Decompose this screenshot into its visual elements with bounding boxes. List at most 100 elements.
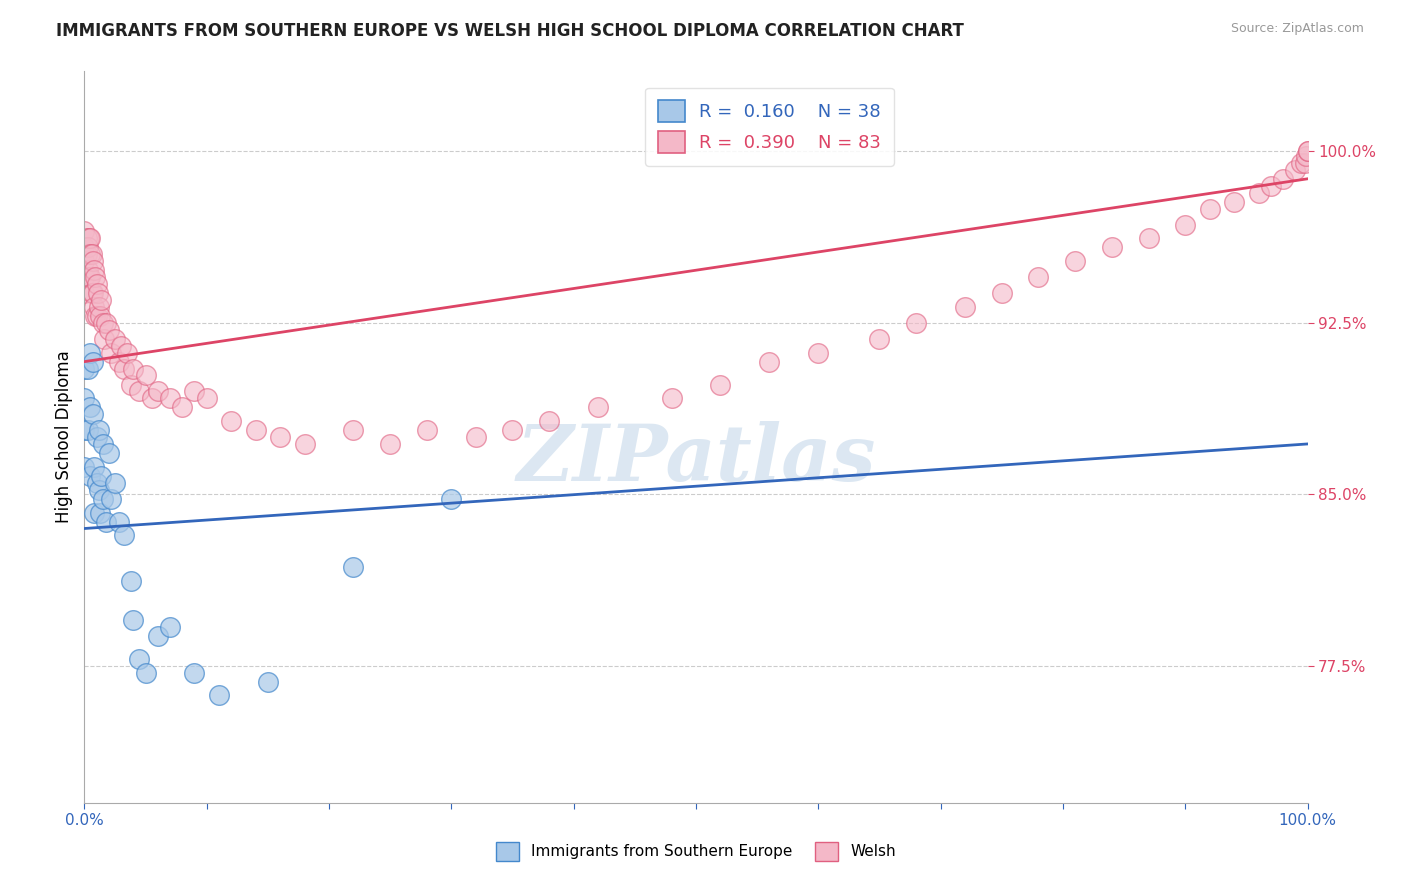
Point — [77, 270, 100, 285]
Point — [183, 665, 205, 680]
Text: ZIPatlas: ZIPatlas — [516, 421, 876, 497]
Point — [953, 300, 976, 314]
Point — [96, 515, 118, 529]
Point — [1296, 145, 1319, 159]
Point — [141, 391, 163, 405]
Point — [128, 384, 150, 399]
Point — [128, 652, 150, 666]
Point — [86, 475, 108, 490]
Point — [86, 309, 108, 323]
Point — [82, 286, 104, 301]
Legend: Immigrants from Southern Europe, Welsh: Immigrants from Southern Europe, Welsh — [488, 834, 904, 868]
Point — [1247, 186, 1270, 200]
Point — [107, 515, 129, 529]
Point — [91, 316, 114, 330]
Point — [269, 430, 291, 444]
Point — [73, 240, 96, 254]
Point — [82, 254, 104, 268]
Point — [146, 629, 169, 643]
Point — [661, 391, 683, 405]
Point — [257, 674, 280, 689]
Point — [97, 323, 120, 337]
Text: IMMIGRANTS FROM SOUTHERN EUROPE VS WELSH HIGH SCHOOL DIPLOMA CORRELATION CHART: IMMIGRANTS FROM SOUTHERN EUROPE VS WELSH… — [56, 22, 965, 40]
Point — [86, 430, 108, 444]
Point — [82, 354, 104, 368]
Point — [342, 423, 364, 437]
Point — [97, 446, 120, 460]
Point — [79, 270, 101, 285]
Point — [73, 224, 96, 238]
Point — [1198, 202, 1220, 216]
Point — [135, 665, 157, 680]
Point — [91, 491, 114, 506]
Point — [502, 423, 524, 437]
Point — [77, 361, 100, 376]
Point — [76, 247, 98, 261]
Point — [538, 414, 561, 428]
Point — [1137, 231, 1160, 245]
Point — [91, 437, 114, 451]
Point — [1223, 194, 1246, 209]
Point — [77, 423, 100, 437]
Point — [90, 293, 112, 307]
Point — [120, 377, 142, 392]
Point — [758, 354, 780, 368]
Point — [1028, 270, 1050, 285]
Point — [1294, 155, 1316, 169]
Point — [73, 254, 96, 268]
Point — [1295, 149, 1317, 163]
Point — [112, 361, 135, 376]
Point — [79, 247, 101, 261]
Point — [1260, 178, 1282, 193]
Point — [122, 613, 145, 627]
Point — [73, 270, 96, 285]
Point — [73, 423, 96, 437]
Text: Source: ZipAtlas.com: Source: ZipAtlas.com — [1230, 22, 1364, 36]
Point — [87, 286, 110, 301]
Point — [110, 338, 132, 352]
Point — [79, 345, 101, 359]
Point — [112, 528, 135, 542]
Point — [104, 332, 127, 346]
Point — [1064, 254, 1087, 268]
Point — [73, 361, 96, 376]
Point — [183, 384, 205, 399]
Point — [115, 345, 138, 359]
Point — [294, 437, 316, 451]
Point — [104, 475, 127, 490]
Point — [135, 368, 157, 383]
Point — [120, 574, 142, 588]
Point — [107, 354, 129, 368]
Point — [87, 423, 110, 437]
Point — [80, 286, 103, 301]
Point — [84, 270, 107, 285]
Point — [342, 560, 364, 574]
Point — [100, 491, 122, 506]
Point — [89, 506, 111, 520]
Point — [991, 286, 1014, 301]
Point — [146, 384, 169, 399]
Point — [79, 401, 101, 415]
Point — [77, 240, 100, 254]
Point — [159, 391, 181, 405]
Point — [83, 506, 105, 520]
Point — [1272, 171, 1295, 186]
Point — [380, 437, 402, 451]
Point — [1291, 155, 1313, 169]
Point — [87, 300, 110, 314]
Point — [87, 483, 110, 497]
Point — [84, 309, 107, 323]
Point — [1296, 145, 1319, 159]
Point — [73, 391, 96, 405]
Point — [416, 423, 439, 437]
Point — [869, 332, 891, 346]
Point — [83, 459, 105, 474]
Point — [89, 309, 111, 323]
Point — [96, 316, 118, 330]
Point — [79, 469, 101, 483]
Point — [172, 401, 194, 415]
Point — [905, 316, 928, 330]
Point — [73, 286, 96, 301]
Point — [82, 407, 104, 421]
Point — [122, 361, 145, 376]
